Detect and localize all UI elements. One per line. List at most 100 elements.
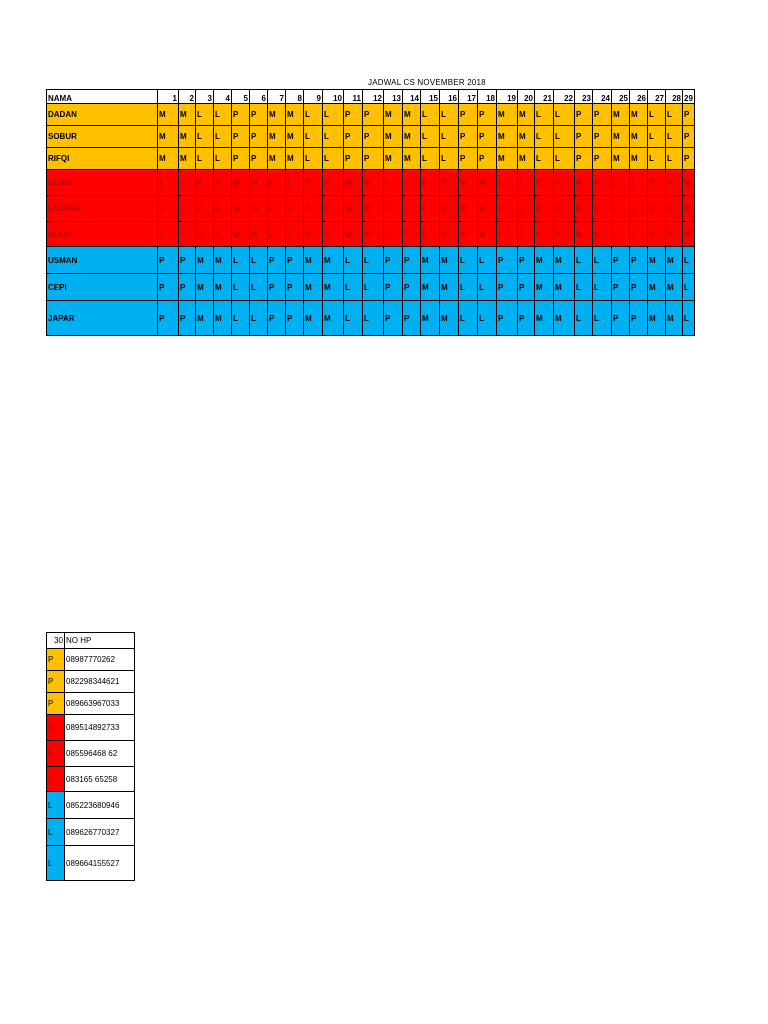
shift-cell: L [195, 147, 214, 170]
shift-cell: M [682, 221, 695, 247]
shift-cell: P [362, 125, 384, 148]
shift-cell: L [343, 246, 363, 274]
shift-cell: P [402, 300, 421, 336]
schedule-title: JADWAL CS NOVEMBER 2018 [368, 78, 486, 87]
phone-header-row: 30 NO HP [46, 632, 135, 649]
shift-cell: M [157, 125, 179, 148]
shift-cell: L [195, 125, 214, 148]
day-header: 24 [592, 89, 612, 104]
shift-cell: P [611, 300, 630, 336]
shift-cell: M [458, 195, 478, 222]
shift-cell: L [611, 195, 630, 222]
phone-row: P 08987770262 [46, 648, 135, 671]
shift-cell: P [322, 169, 344, 196]
shift-cell: M [439, 246, 459, 274]
shift-cell: P [647, 195, 666, 222]
phone-row: M 085596468 62 [46, 740, 135, 767]
shift-cell: L [46, 845, 65, 881]
shift-cell: L [629, 195, 648, 222]
shift-cell: P [458, 103, 478, 126]
shift-cell: M [611, 103, 630, 126]
shift-cell: L [267, 195, 286, 222]
shift-cell: P [362, 147, 384, 170]
shift-cell: M [665, 300, 683, 336]
shift-cell: P [647, 169, 666, 196]
shift-cell: L [439, 147, 459, 170]
shift-cell: L [362, 300, 384, 336]
shift-cell: M [534, 246, 554, 274]
shift-cell: L [402, 195, 421, 222]
shift-cell: P [402, 246, 421, 274]
shift-cell: L [420, 147, 440, 170]
day-header: 2 [178, 89, 196, 104]
shift-cell: P [458, 147, 478, 170]
shift-cell: P [458, 125, 478, 148]
shift-cell: P [46, 692, 65, 715]
shift-cell: M [517, 103, 535, 126]
shift-cell: L [665, 125, 683, 148]
shift-cell: P [665, 169, 683, 196]
shift-cell: M [303, 300, 323, 336]
shift-cell: L [178, 169, 196, 196]
shift-cell: M [534, 273, 554, 301]
shift-cell: L [249, 273, 268, 301]
shift-cell: L [303, 125, 323, 148]
shift-cell: L [574, 273, 593, 301]
shift-cell: M [592, 169, 612, 196]
shift-cell: L [517, 221, 535, 247]
day-header: 3 [195, 89, 214, 104]
shift-cell: M [157, 147, 179, 170]
shift-cell: L [439, 125, 459, 148]
shift-cell: M [553, 246, 575, 274]
shift-cell: L [303, 103, 323, 126]
day-header: 23 [574, 89, 593, 104]
shift-cell: M [285, 147, 304, 170]
day-header: 7 [267, 89, 286, 104]
employee-name: AGUS [46, 221, 158, 247]
day-header: 17 [458, 89, 478, 104]
shift-cell: P [682, 125, 695, 148]
shift-cell: L [517, 169, 535, 196]
shift-cell: M [46, 766, 65, 792]
shift-cell: M [629, 103, 648, 126]
shift-cell: P [477, 103, 497, 126]
shift-cell: L [249, 300, 268, 336]
shift-cell: M [195, 300, 214, 336]
shift-cell: L [157, 195, 179, 222]
shift-cell: P [420, 221, 440, 247]
shift-cell: P [322, 221, 344, 247]
shift-cell: P [477, 147, 497, 170]
shift-cell: P [592, 147, 612, 170]
shift-cell: L [629, 221, 648, 247]
shift-cell: P [553, 169, 575, 196]
phone-number: 089626770327 [64, 818, 135, 846]
shift-cell: M [553, 273, 575, 301]
header-row: NAMA 1 2 3 4 5 6 7 8 9 10 11 12 13 14 15 16 17 18 19 20 21 22 2… [46, 89, 695, 104]
employee-row: DENDI L L P P M M L L P P M M L L P P M M L L P P M M L L P P M [46, 169, 695, 196]
shift-cell: L [682, 246, 695, 274]
shift-cell: M [213, 273, 232, 301]
shift-cell: M [458, 169, 478, 196]
shift-cell: L [402, 221, 421, 247]
phone-row: L 085223680946 [46, 791, 135, 819]
shift-cell: M [496, 125, 518, 148]
shift-cell: P [213, 195, 232, 222]
shift-cell: M [553, 300, 575, 336]
shift-cell: P [647, 221, 666, 247]
shift-cell: L [420, 125, 440, 148]
shift-cell: L [592, 300, 612, 336]
day-header: 20 [517, 89, 535, 104]
shift-cell: P [629, 273, 648, 301]
shift-cell: L [285, 195, 304, 222]
shift-cell: P [682, 103, 695, 126]
day-header: 5 [231, 89, 250, 104]
day-header: 29 [682, 89, 695, 104]
shift-cell: L [157, 169, 179, 196]
shift-cell: P [611, 273, 630, 301]
shift-cell: P [213, 169, 232, 196]
shift-cell: P [665, 195, 683, 222]
shift-cell: P [157, 273, 179, 301]
shift-cell: L [553, 125, 575, 148]
shift-cell: L [647, 103, 666, 126]
shift-cell: L [682, 300, 695, 336]
